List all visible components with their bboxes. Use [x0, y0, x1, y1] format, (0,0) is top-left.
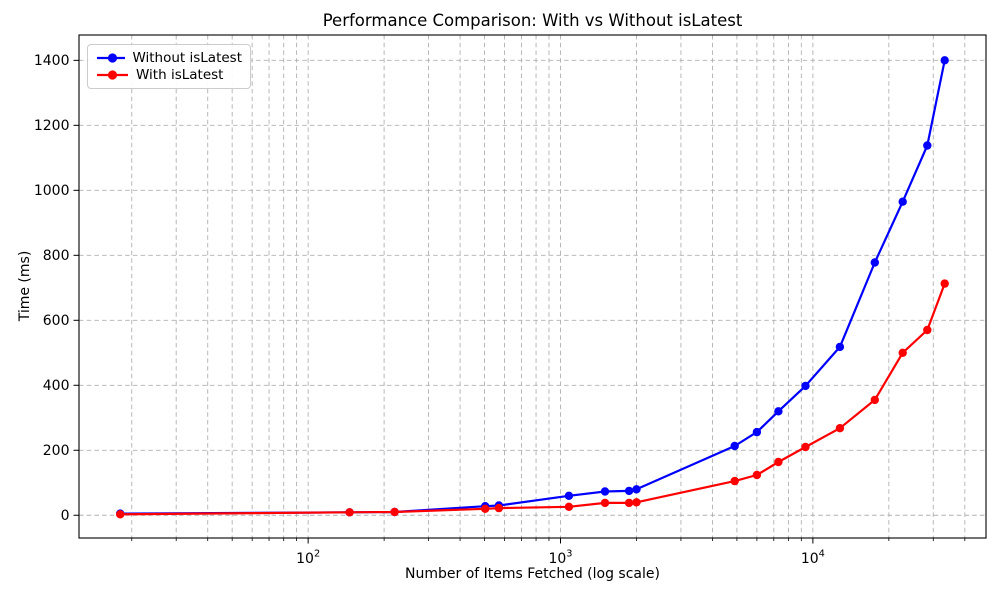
- y-tick-label: 1200: [34, 118, 70, 134]
- legend-line-marker-icon: [97, 53, 126, 63]
- data-point-marker: [835, 342, 845, 352]
- legend-marker-sample: [107, 70, 118, 80]
- data-point-marker: [752, 427, 762, 437]
- data-point-marker: [801, 442, 810, 452]
- series-line-0: [119, 59, 946, 515]
- x-tick-label: 104: [801, 549, 825, 568]
- data-point-marker: [730, 476, 739, 486]
- data-point-marker: [494, 503, 504, 513]
- x-axis-label: Number of Items Fetched (log scale): [405, 566, 660, 582]
- data-point-marker: [600, 498, 610, 508]
- data-point-marker: [898, 348, 907, 357]
- data-point-marker: [632, 498, 641, 507]
- data-point-marker: [345, 508, 354, 517]
- x-tick-label: 103: [548, 549, 572, 568]
- data-point-marker: [801, 381, 810, 391]
- plot-border: [78, 34, 987, 539]
- data-point-marker: [923, 141, 932, 150]
- data-point-marker: [774, 457, 783, 467]
- data-point-marker: [632, 485, 641, 494]
- data-point-marker: [870, 395, 879, 405]
- y-tick-label: 0: [61, 508, 70, 524]
- data-point-marker: [774, 407, 783, 416]
- y-tick-label: 1400: [34, 53, 70, 69]
- y-tick-label: 400: [43, 378, 70, 394]
- data-point-marker: [870, 258, 879, 267]
- x-tick-label: 102: [296, 549, 320, 568]
- data-point-marker: [624, 486, 634, 496]
- data-point-marker: [390, 507, 399, 517]
- legend-label: Without isLatest: [132, 49, 242, 66]
- legend-item-without-islatest: Without isLatest: [96, 49, 242, 67]
- legend-label: With isLatest: [136, 67, 224, 84]
- data-point-marker: [835, 424, 845, 433]
- data-point-marker: [600, 487, 610, 496]
- data-point-marker: [752, 470, 762, 480]
- series-line-1: [119, 282, 946, 516]
- y-tick-label: 800: [43, 248, 70, 264]
- legend-item-with-islatest: With isLatest: [96, 67, 242, 85]
- data-point-marker: [923, 325, 932, 335]
- legend-line-marker-icon: [97, 70, 128, 80]
- y-tick-label: 200: [43, 443, 70, 459]
- data-point-marker: [624, 498, 634, 508]
- data-point-marker: [481, 504, 490, 513]
- data-point-marker: [940, 279, 949, 288]
- data-point-marker: [898, 197, 907, 206]
- y-tick-label: 1000: [34, 183, 70, 199]
- y-tick-label: 600: [43, 313, 70, 329]
- data-point-marker: [564, 502, 574, 511]
- legend-marker-sample: [107, 53, 118, 63]
- data-point-marker: [730, 441, 739, 451]
- legend: Without isLatest With isLatest: [87, 44, 251, 89]
- data-point-marker: [564, 491, 574, 500]
- y-axis-label: Time (ms): [17, 250, 33, 322]
- chart-title: Performance Comparison: With vs Without …: [322, 11, 743, 30]
- data-point-marker: [116, 510, 125, 519]
- data-point-marker: [940, 56, 949, 65]
